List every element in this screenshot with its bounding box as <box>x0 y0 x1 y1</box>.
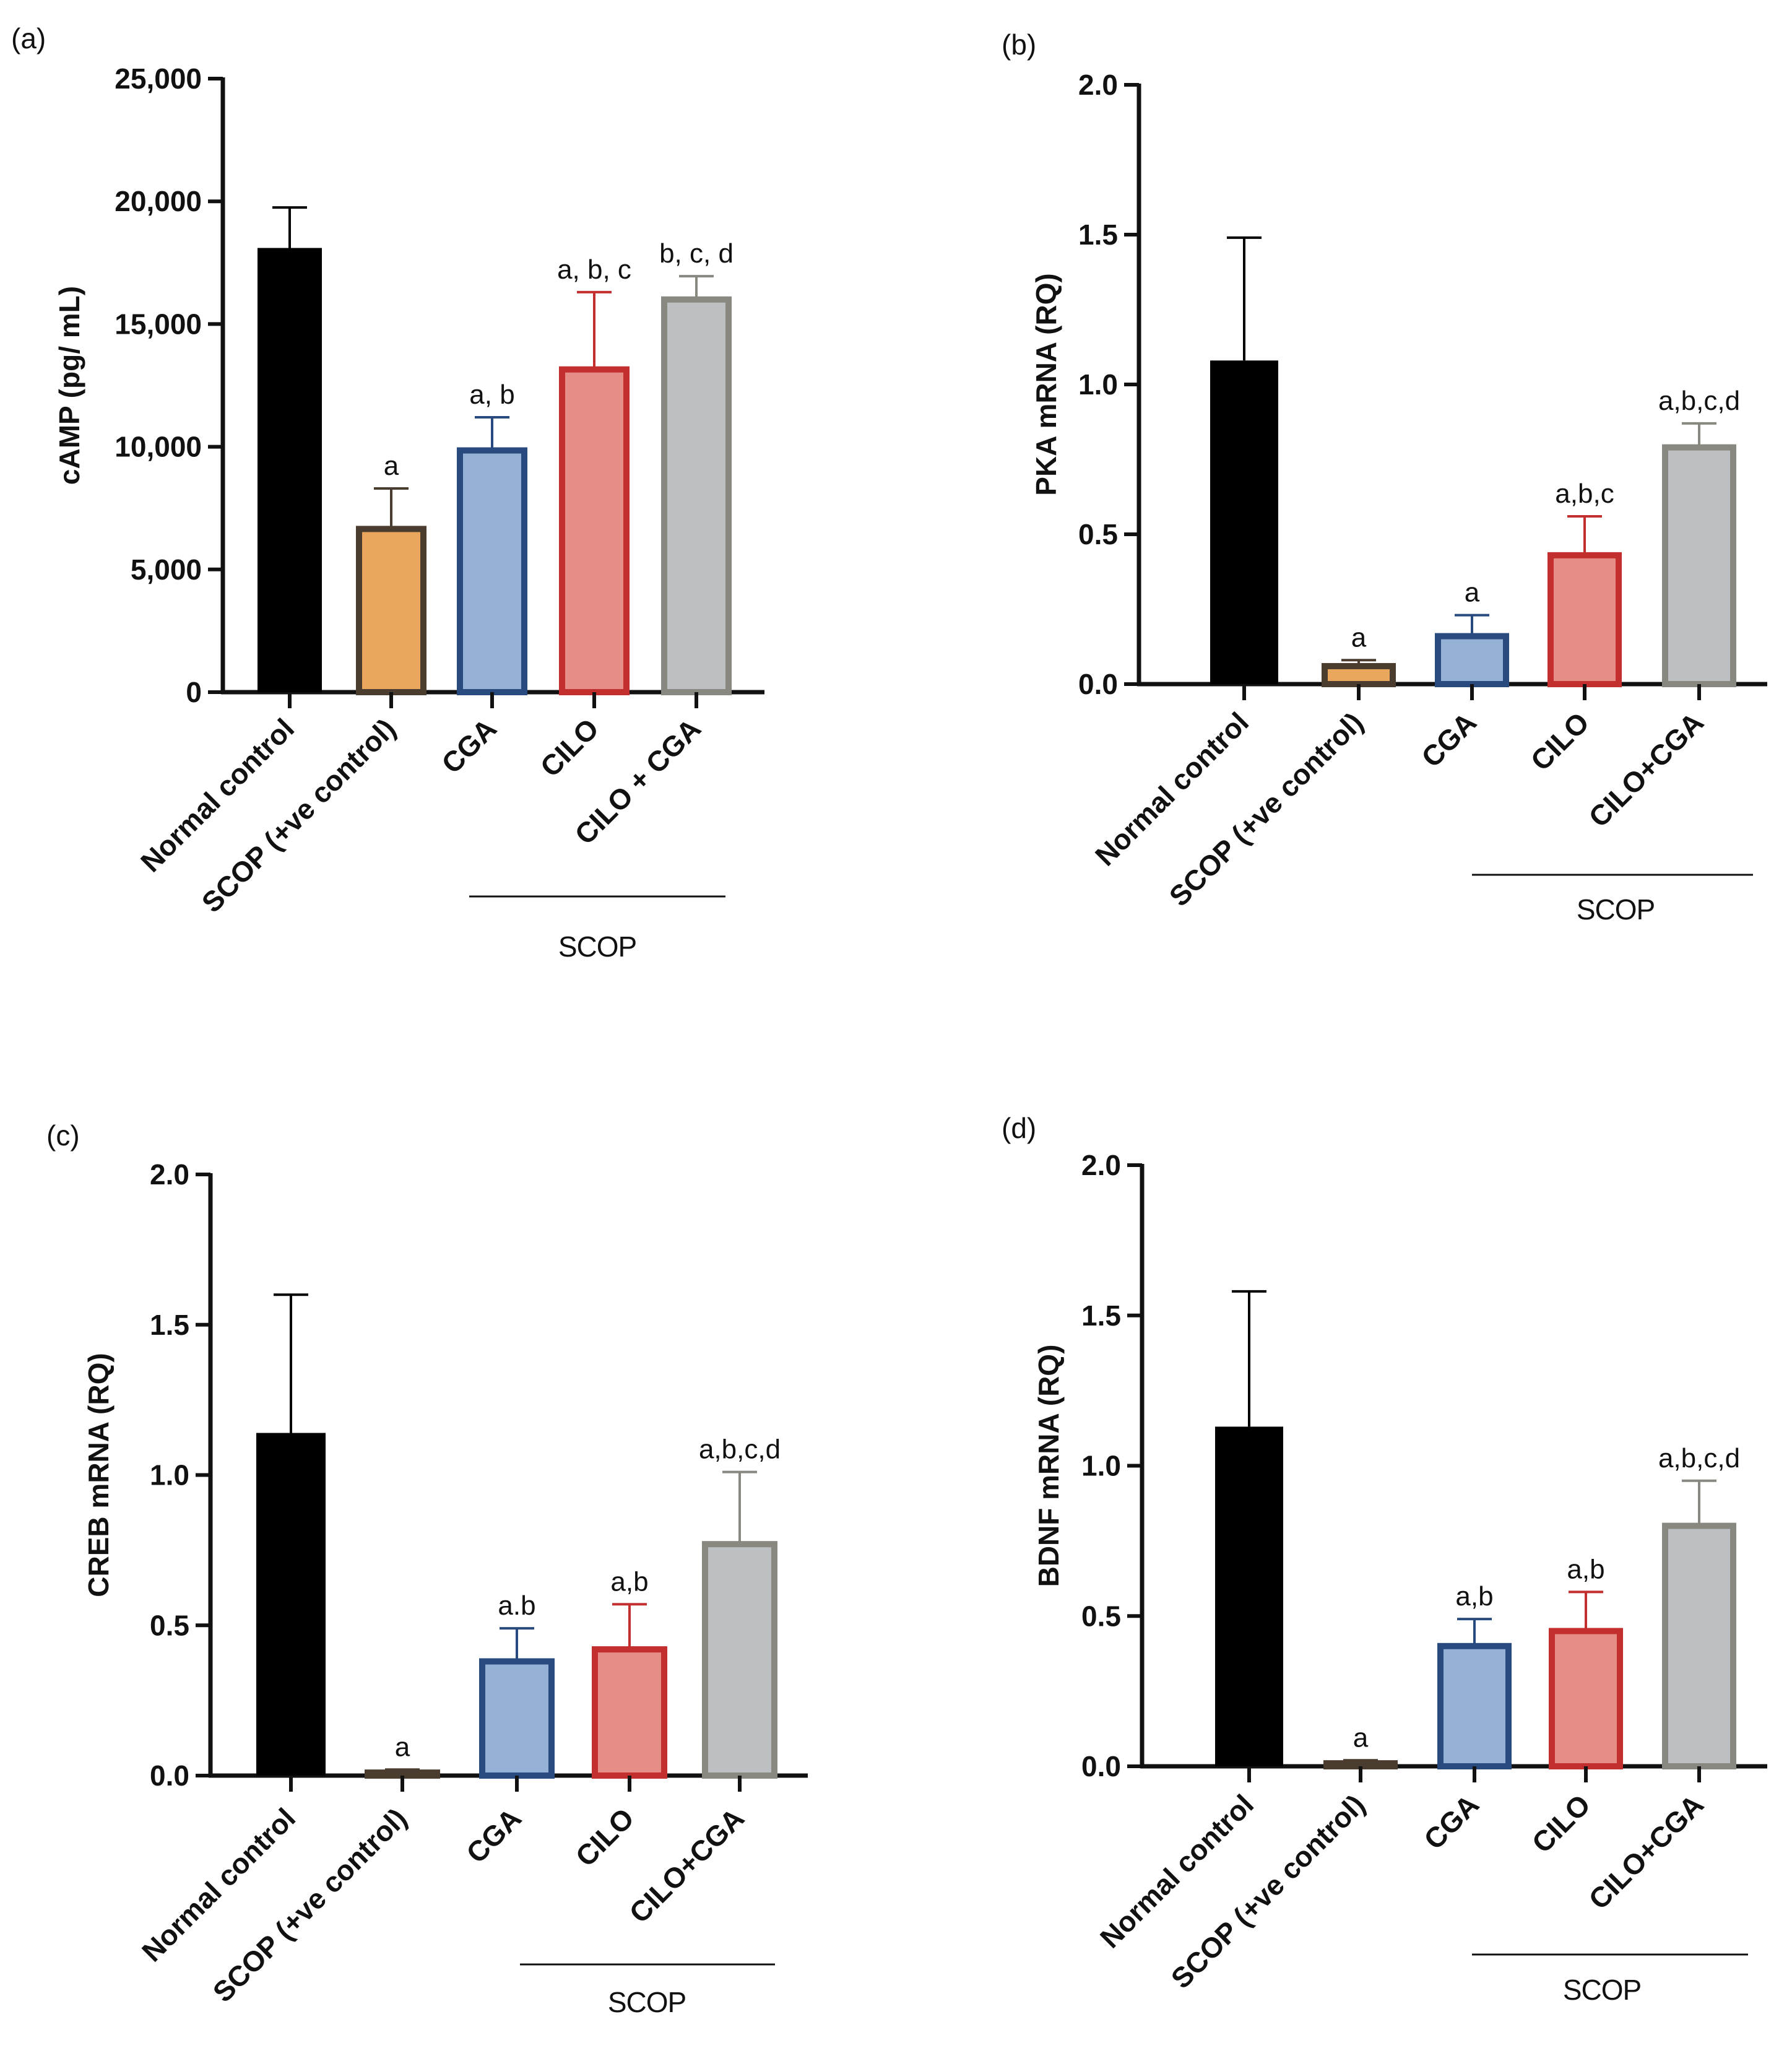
significance-label: a,b,c,d <box>1658 1443 1740 1473</box>
significance-label: a, b <box>469 380 514 410</box>
y-tick-label: 1.0 <box>1081 1450 1121 1482</box>
y-tick-label: 0.5 <box>150 1609 189 1641</box>
significance-label: a,b,c,d <box>699 1434 781 1465</box>
panel-letter: (a) <box>11 22 46 54</box>
category-label: CGA <box>460 1802 527 1869</box>
y-tick-label: 25,000 <box>115 63 202 95</box>
y-tick-label: 0.5 <box>1078 518 1118 550</box>
group-label: SCOP <box>558 931 636 963</box>
category-label: SCOP (+ve control) <box>1163 706 1370 913</box>
bar-3 <box>1435 633 1509 688</box>
y-tick-label: 1.5 <box>1078 219 1118 251</box>
y-tick-label: 2.0 <box>1081 1149 1121 1181</box>
y-tick-label: 2.0 <box>1078 69 1118 101</box>
bar-5 <box>1662 1522 1736 1770</box>
y-axis-label: cAMP (pg/ mL) <box>53 286 85 485</box>
significance-label: a, b, c <box>557 254 631 285</box>
y-tick-label: 2.0 <box>150 1158 189 1191</box>
y-tick-label: 0.0 <box>1081 1750 1121 1782</box>
group-label: SCOP <box>1577 893 1655 926</box>
significance-label: a,b,c <box>1555 479 1614 509</box>
category-label: SCOP (+ve control) <box>196 712 402 919</box>
panel-letter: (b) <box>1002 28 1036 61</box>
category-label: CILO <box>534 712 605 783</box>
y-axis-label: PKA mRNA (RQ) <box>1030 273 1062 495</box>
bar-4 <box>1549 1628 1623 1769</box>
significance-label: a <box>384 451 399 481</box>
category-label: CILO+CGA <box>623 1802 750 1929</box>
bar-5 <box>661 296 732 695</box>
bar-1 <box>258 248 322 692</box>
category-label: CGA <box>1418 1788 1485 1855</box>
y-tick-label: 15,000 <box>115 308 202 340</box>
category-label: CILO <box>1526 1788 1596 1859</box>
bar-2 <box>1323 1760 1398 1770</box>
y-tick-label: 0 <box>186 676 202 708</box>
significance-label: a <box>1351 622 1367 653</box>
category-label: CILO <box>569 1802 640 1872</box>
significance-label: a,b <box>610 1566 648 1597</box>
bar-2 <box>356 526 426 695</box>
y-tick-label: 1.0 <box>150 1459 189 1491</box>
bar-4 <box>592 1646 667 1779</box>
y-tick-label: 10,000 <box>115 431 202 463</box>
y-tick-label: 5,000 <box>131 553 202 586</box>
category-label: SCOP (+ve control) <box>1165 1788 1372 1995</box>
y-tick-label: 0.0 <box>1078 668 1118 700</box>
category-label: CILO+CGA <box>1582 1788 1710 1916</box>
category-label: CILO <box>1525 706 1595 776</box>
y-tick-label: 1.0 <box>1078 368 1118 401</box>
significance-label: a <box>395 1732 410 1762</box>
bar-1 <box>1210 360 1278 684</box>
bar-2 <box>365 1769 440 1779</box>
bar-2 <box>1322 662 1396 687</box>
significance-label: a <box>1465 578 1480 608</box>
significance-label: b, c, d <box>659 238 734 269</box>
significance-label: a.b <box>498 1590 535 1621</box>
bar-5 <box>702 1541 777 1779</box>
bar-4 <box>559 366 630 695</box>
category-label: SCOP (+ve control) <box>207 1802 413 2008</box>
y-tick-label: 0.0 <box>150 1759 189 1792</box>
y-tick-label: 0.5 <box>1081 1600 1121 1632</box>
y-tick-label: 1.5 <box>1081 1300 1121 1332</box>
bar-3 <box>479 1658 555 1779</box>
bar-5 <box>1662 444 1736 687</box>
significance-label: a,b <box>1455 1581 1493 1612</box>
group-label: SCOP <box>1563 1974 1641 2006</box>
significance-label: a,b,c,d <box>1658 386 1740 416</box>
group-label: SCOP <box>608 1986 686 2018</box>
bar-1 <box>256 1433 326 1776</box>
y-tick-label: 1.5 <box>150 1309 189 1341</box>
y-axis-label: CREB mRNA (RQ) <box>82 1353 115 1597</box>
bar-3 <box>457 447 527 696</box>
significance-label: a <box>1353 1722 1369 1753</box>
y-axis-label: BDNF mRNA (RQ) <box>1032 1345 1065 1587</box>
chart-panel-a: (a) 0 5,000 10,000 15,000 20,000 25,000 cAMP (p… <box>11 22 764 963</box>
category-label: CGA <box>1415 706 1483 773</box>
y-tick-label: 20,000 <box>115 185 202 217</box>
bar-4 <box>1547 552 1622 687</box>
category-label: CGA <box>435 712 503 779</box>
bar-1 <box>1215 1426 1283 1766</box>
category-label: CILO+CGA <box>1582 706 1710 833</box>
panel-letter: (c) <box>46 1119 80 1152</box>
significance-label: a,b <box>1567 1554 1604 1584</box>
panel-letter: (d) <box>1002 1112 1036 1144</box>
bar-3 <box>1437 1642 1512 1770</box>
